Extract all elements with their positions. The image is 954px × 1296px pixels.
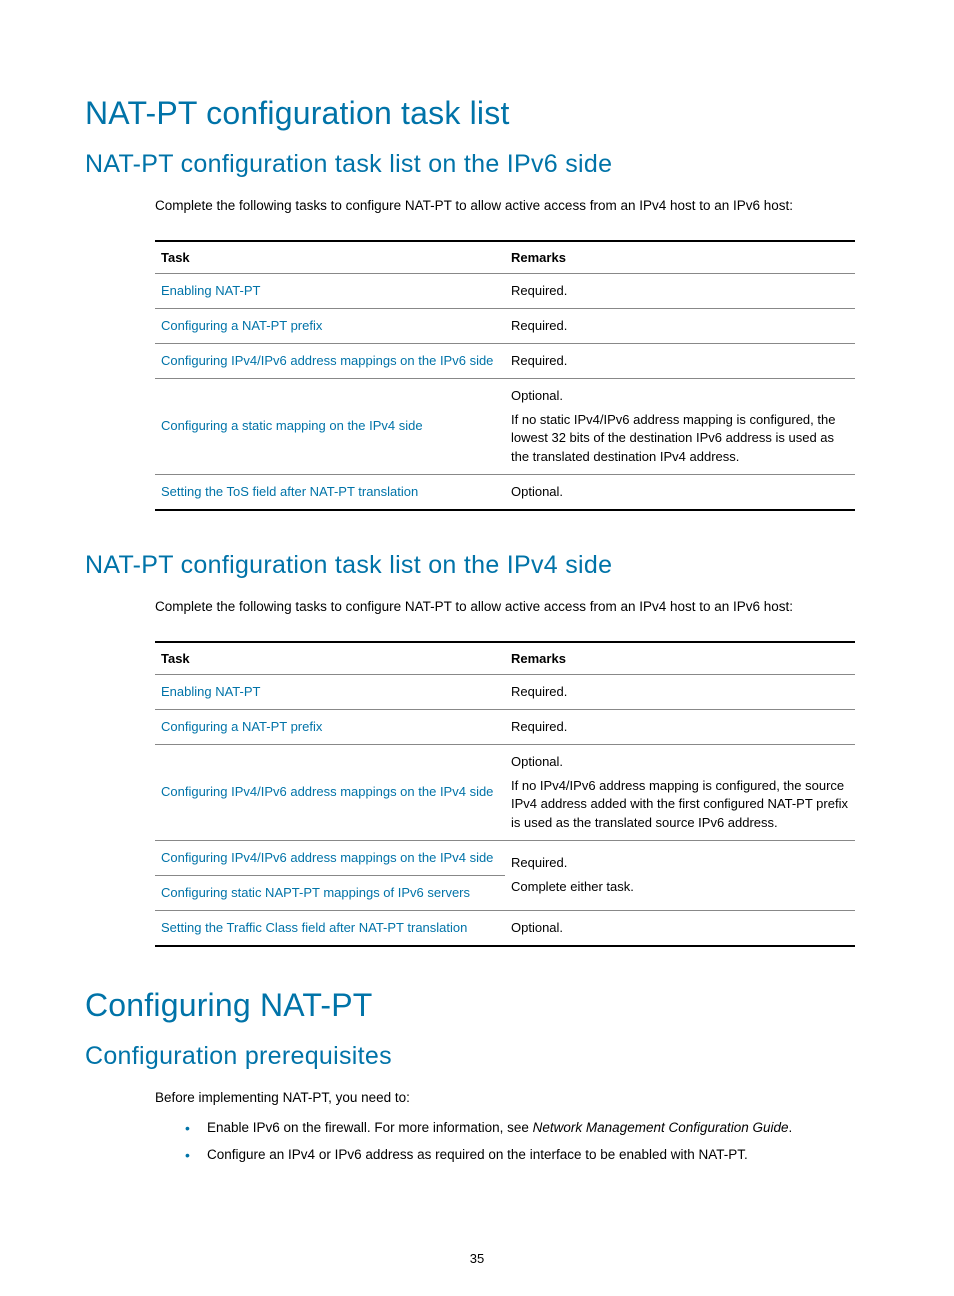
table-row: Setting the Traffic Class field after NA… (155, 911, 855, 947)
task-link[interactable]: Configuring a NAT-PT prefix (155, 709, 505, 744)
table-row: Setting the ToS field after NAT-PT trans… (155, 474, 855, 510)
page-number: 35 (0, 1251, 954, 1266)
task-link[interactable]: Configuring IPv4/IPv6 address mappings o… (155, 840, 505, 875)
heading-1-natpt-tasklist: NAT-PT configuration task list (85, 95, 869, 132)
list-item: Enable IPv6 on the firewall. For more in… (185, 1119, 869, 1138)
task-link[interactable]: Configuring a static mapping on the IPv4… (155, 379, 505, 475)
col-header-task: Task (155, 241, 505, 274)
bullet-list-prereq: Enable IPv6 on the firewall. For more in… (185, 1119, 869, 1165)
intro-text-ipv4: Complete the following tasks to configur… (155, 598, 869, 616)
task-remarks: Required. (505, 343, 855, 378)
heading-2-ipv4-side: NAT-PT configuration task list on the IP… (85, 551, 869, 580)
table-row: Configuring a NAT-PT prefix Required. (155, 308, 855, 343)
table-row: Configuring IPv4/IPv6 address mappings o… (155, 343, 855, 378)
task-remarks: Optional. (505, 911, 855, 947)
table-header-row: Task Remarks (155, 642, 855, 675)
task-link[interactable]: Enabling NAT-PT (155, 273, 505, 308)
table-ipv4-tasks: Task Remarks Enabling NAT-PT Required. C… (155, 641, 855, 948)
list-item: Configure an IPv4 or IPv6 address as req… (185, 1146, 869, 1165)
heading-2-prerequisites: Configuration prerequisites (85, 1042, 869, 1071)
task-link[interactable]: Setting the Traffic Class field after NA… (155, 911, 505, 947)
table-row: Configuring IPv4/IPv6 address mappings o… (155, 840, 855, 875)
task-remarks-grouped: Required. Complete either task. (505, 840, 855, 910)
task-remarks: Optional. If no IPv4/IPv6 address mappin… (505, 744, 855, 840)
task-link[interactable]: Configuring static NAPT-PT mappings of I… (155, 875, 505, 910)
table-row: Configuring IPv4/IPv6 address mappings o… (155, 744, 855, 840)
table-row: Enabling NAT-PT Required. (155, 273, 855, 308)
task-remarks: Required. (505, 709, 855, 744)
intro-text-ipv6: Complete the following tasks to configur… (155, 197, 869, 215)
heading-2-ipv6-side: NAT-PT configuration task list on the IP… (85, 150, 869, 179)
col-header-remarks: Remarks (505, 642, 855, 675)
intro-text-prereq: Before implementing NAT-PT, you need to: (155, 1089, 869, 1107)
table-row: Enabling NAT-PT Required. (155, 674, 855, 709)
task-remarks: Optional. If no static IPv4/IPv6 address… (505, 379, 855, 475)
table-header-row: Task Remarks (155, 241, 855, 274)
table-row: Configuring a NAT-PT prefix Required. (155, 709, 855, 744)
task-link[interactable]: Configuring a NAT-PT prefix (155, 308, 505, 343)
col-header-remarks: Remarks (505, 241, 855, 274)
task-link[interactable]: Configuring IPv4/IPv6 address mappings o… (155, 343, 505, 378)
task-remarks: Required. (505, 273, 855, 308)
task-link[interactable]: Setting the ToS field after NAT-PT trans… (155, 474, 505, 510)
task-link[interactable]: Configuring IPv4/IPv6 address mappings o… (155, 744, 505, 840)
heading-1-configuring-natpt: Configuring NAT-PT (85, 987, 869, 1024)
col-header-task: Task (155, 642, 505, 675)
task-remarks: Required. (505, 674, 855, 709)
task-link[interactable]: Enabling NAT-PT (155, 674, 505, 709)
task-remarks: Required. (505, 308, 855, 343)
document-page: NAT-PT configuration task list NAT-PT co… (0, 0, 954, 1296)
table-row: Configuring a static mapping on the IPv4… (155, 379, 855, 475)
task-remarks: Optional. (505, 474, 855, 510)
table-ipv6-tasks: Task Remarks Enabling NAT-PT Required. C… (155, 240, 855, 512)
